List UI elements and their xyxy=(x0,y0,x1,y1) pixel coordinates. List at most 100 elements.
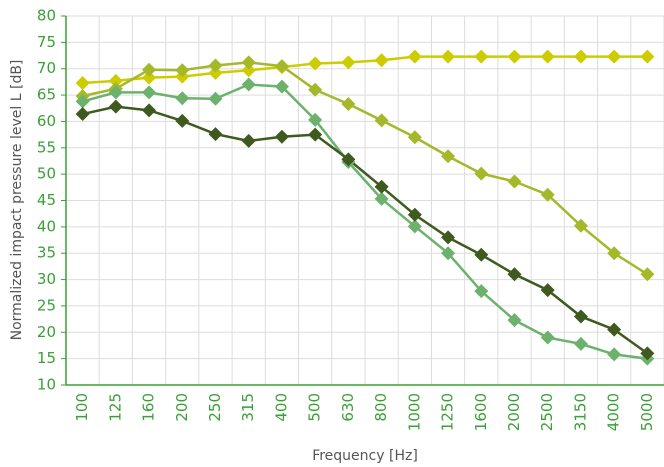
y-tick-label: 30 xyxy=(37,270,56,288)
marker xyxy=(341,152,356,167)
y-tick-label: 65 xyxy=(37,86,56,104)
marker xyxy=(241,63,256,78)
marker xyxy=(241,55,256,70)
marker xyxy=(573,309,588,324)
marker xyxy=(308,56,323,71)
marker xyxy=(441,149,456,164)
marker xyxy=(573,336,588,351)
marker xyxy=(75,107,90,122)
y-tick-label: 15 xyxy=(37,349,56,367)
marker xyxy=(142,70,157,85)
x-tick-label: 100 xyxy=(73,393,91,422)
marker xyxy=(441,49,456,64)
marker xyxy=(341,97,356,112)
marker xyxy=(507,174,522,189)
marker xyxy=(607,322,622,337)
x-tick-label: 4000 xyxy=(605,393,623,431)
marker xyxy=(540,49,555,64)
x-tick-label: 800 xyxy=(372,393,390,422)
x-tick-label: 3150 xyxy=(571,393,589,431)
marker xyxy=(274,59,289,74)
marker xyxy=(142,103,157,118)
marker xyxy=(374,179,389,194)
marker xyxy=(208,65,223,80)
marker xyxy=(640,267,655,282)
marker xyxy=(607,246,622,261)
y-tick-label: 70 xyxy=(37,59,56,77)
marker xyxy=(607,49,622,64)
x-tick-label: 160 xyxy=(140,393,158,422)
marker xyxy=(507,267,522,282)
marker xyxy=(241,133,256,148)
marker xyxy=(208,58,223,73)
marker xyxy=(274,79,289,94)
marker xyxy=(208,127,223,142)
marker xyxy=(573,49,588,64)
y-tick-label: 40 xyxy=(37,217,56,235)
x-tick-label: 1250 xyxy=(439,393,457,431)
marker xyxy=(474,247,489,262)
y-tick-label: 20 xyxy=(37,323,56,341)
y-tick-label: 55 xyxy=(37,138,56,156)
marker xyxy=(308,127,323,142)
marker xyxy=(241,77,256,92)
marker xyxy=(640,49,655,64)
marker xyxy=(573,218,588,233)
marker xyxy=(142,85,157,100)
x-tick-label: 250 xyxy=(206,393,224,422)
marker xyxy=(274,129,289,144)
x-tick-label: 1000 xyxy=(405,393,423,431)
marker xyxy=(540,283,555,298)
series-line xyxy=(82,105,649,355)
marker xyxy=(607,347,622,362)
x-tick-label: 1600 xyxy=(472,393,490,431)
x-tick-label: 400 xyxy=(272,393,290,422)
y-tick-label: 80 xyxy=(37,7,56,25)
marker xyxy=(374,53,389,68)
marker xyxy=(308,112,323,127)
marker xyxy=(407,49,422,64)
x-axis-label: Frequency [Hz] xyxy=(312,448,418,464)
marker xyxy=(208,91,223,106)
y-axis-label: Normalized impact pressure level L [dB] xyxy=(9,60,25,341)
marker xyxy=(108,99,123,114)
marker xyxy=(474,49,489,64)
marker xyxy=(540,187,555,202)
marker xyxy=(407,207,422,222)
marker xyxy=(308,82,323,97)
marker xyxy=(474,284,489,299)
marker xyxy=(142,62,157,77)
y-tick-label: 10 xyxy=(37,376,56,394)
marker xyxy=(441,246,456,261)
marker xyxy=(341,55,356,70)
x-tick-label: 315 xyxy=(239,393,257,422)
marker xyxy=(175,63,190,78)
y-tick-label: 45 xyxy=(37,191,56,209)
marker xyxy=(407,219,422,234)
y-tick-label: 25 xyxy=(37,296,56,314)
marker xyxy=(108,73,123,88)
x-tick-label: 630 xyxy=(339,393,357,422)
x-tick-label: 2000 xyxy=(505,393,523,431)
marker xyxy=(175,113,190,128)
marker xyxy=(441,230,456,245)
marker xyxy=(507,313,522,328)
x-tick-label: 5000 xyxy=(638,393,656,431)
y-tick-label: 50 xyxy=(37,165,56,183)
marker xyxy=(374,191,389,206)
y-tick-label: 60 xyxy=(37,112,56,130)
y-tick-label: 35 xyxy=(37,244,56,262)
marker xyxy=(407,130,422,145)
marker xyxy=(507,49,522,64)
marker xyxy=(75,75,90,90)
marker xyxy=(108,85,123,100)
x-tick-label: 125 xyxy=(106,393,124,422)
marker xyxy=(374,113,389,128)
marker xyxy=(474,166,489,181)
x-tick-label: 2500 xyxy=(538,393,556,431)
y-tick-label: 75 xyxy=(37,33,56,51)
marker xyxy=(540,330,555,345)
x-tick-label: 200 xyxy=(173,393,191,422)
